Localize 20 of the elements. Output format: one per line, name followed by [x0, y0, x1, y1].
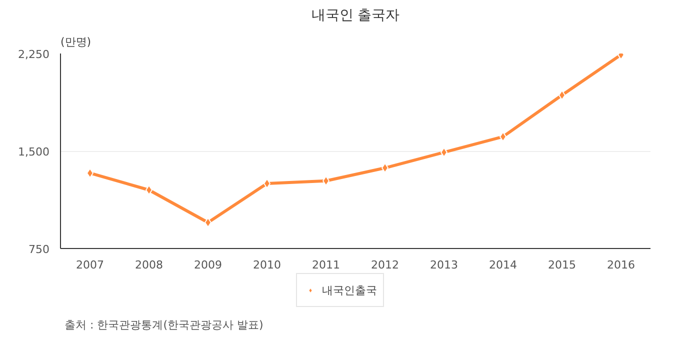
x-tick-label: 2012 [371, 258, 400, 272]
x-tick-label: 2009 [194, 258, 222, 272]
x-tick-label: 2015 [548, 258, 576, 272]
x-tick-label: 2010 [253, 258, 282, 272]
point [264, 178, 270, 188]
y-tick-label: 1,500 [18, 146, 50, 158]
x-tick-label: 2007 [76, 258, 104, 272]
y-axis-title: (만명) [60, 36, 92, 48]
point [204, 218, 212, 228]
y-tick-label: 2,250 [18, 48, 50, 61]
x-tick-label: 2013 [430, 258, 458, 272]
legend-label: 내국인출국 [322, 282, 377, 298]
chart-title: 내국인 출국자 [311, 8, 400, 24]
x-tick-label: 2011 [312, 258, 340, 272]
y-tick-label: 750 [28, 243, 50, 256]
x-tick-label: 2008 [135, 258, 164, 272]
x-tick-label: 2014 [489, 258, 518, 272]
source-note: 출처 : 한국관광통계(한국관광공사 발표) [64, 318, 264, 332]
point [146, 185, 152, 195]
x-tick-label: 2016 [607, 258, 636, 272]
